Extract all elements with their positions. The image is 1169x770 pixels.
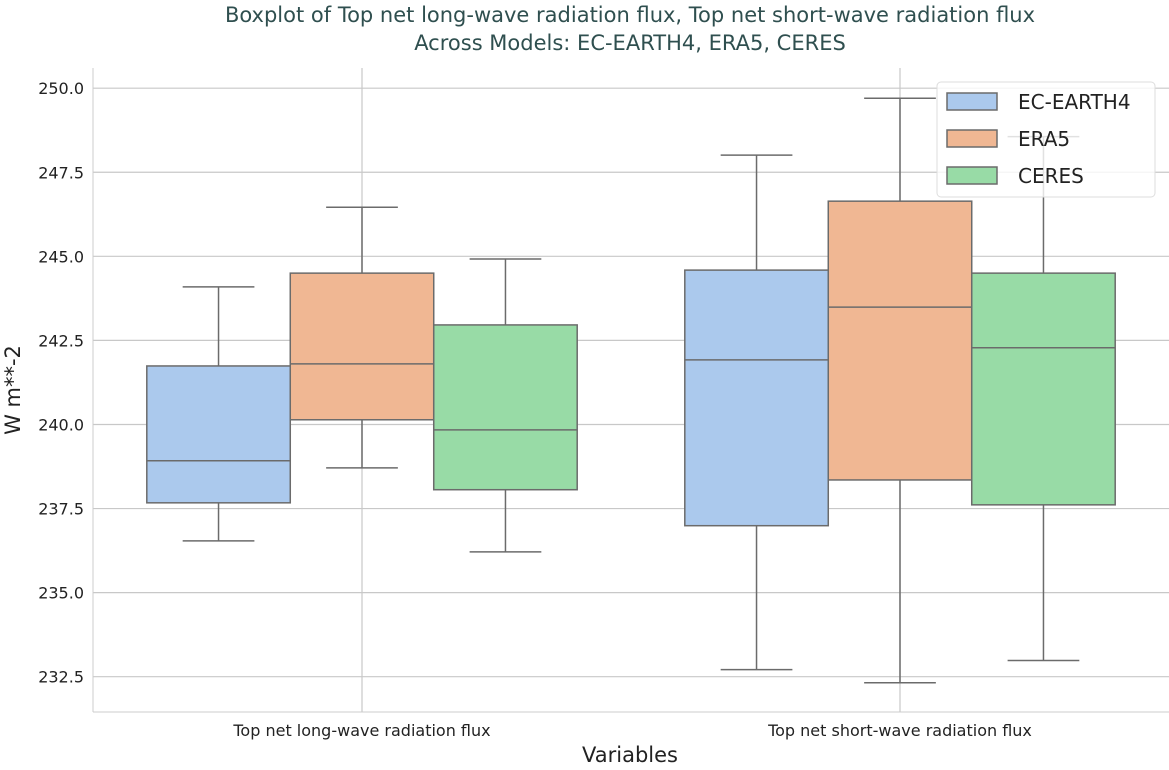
y-tick-label: 250.0 (38, 79, 84, 98)
iqr-box (289, 272, 435, 421)
y-tick-label: 245.0 (38, 247, 84, 266)
y-tick-label: 232.5 (38, 668, 84, 687)
y-tick-label: 240.0 (38, 415, 84, 434)
legend: EC-EARTH4 ERA5 CERES (936, 81, 1156, 198)
iqr-box (146, 365, 292, 504)
chart-title-line1: Boxplot of Top net long-wave radiation f… (225, 3, 1035, 27)
iqr-box (827, 200, 973, 481)
legend-label: ERA5 (1018, 127, 1070, 151)
iqr-box (684, 269, 830, 527)
box-era5 (827, 97, 973, 684)
iqr-box (432, 324, 578, 491)
box-ceres (432, 258, 578, 553)
y-axis-label: W m**-2 (1, 345, 25, 435)
legend-swatch-ceres (946, 166, 998, 185)
legend-label: EC-EARTH4 (1018, 90, 1131, 114)
y-tick-label: 237.5 (38, 500, 84, 519)
chart-title-line2: Across Models: EC-EARTH4, ERA5, CERES (414, 31, 846, 55)
legend-swatch-era5 (946, 129, 998, 148)
x-axis-label: Variables (582, 743, 678, 766)
legend-label: CERES (1018, 164, 1084, 188)
box-ec-earth4 (146, 286, 292, 542)
y-tick-label: 235.0 (38, 584, 84, 603)
y-tick-label: 242.5 (38, 331, 84, 350)
legend-swatch-ec-earth4 (946, 92, 998, 111)
x-tick-label: Top net short-wave radiation flux (767, 721, 1032, 740)
box-era5 (289, 206, 435, 469)
x-tick-label: Top net long-wave radiation flux (232, 721, 490, 740)
iqr-box (970, 272, 1116, 506)
box-ceres (970, 135, 1116, 662)
box-ec-earth4 (684, 154, 830, 671)
y-tick-label: 247.5 (38, 163, 84, 182)
